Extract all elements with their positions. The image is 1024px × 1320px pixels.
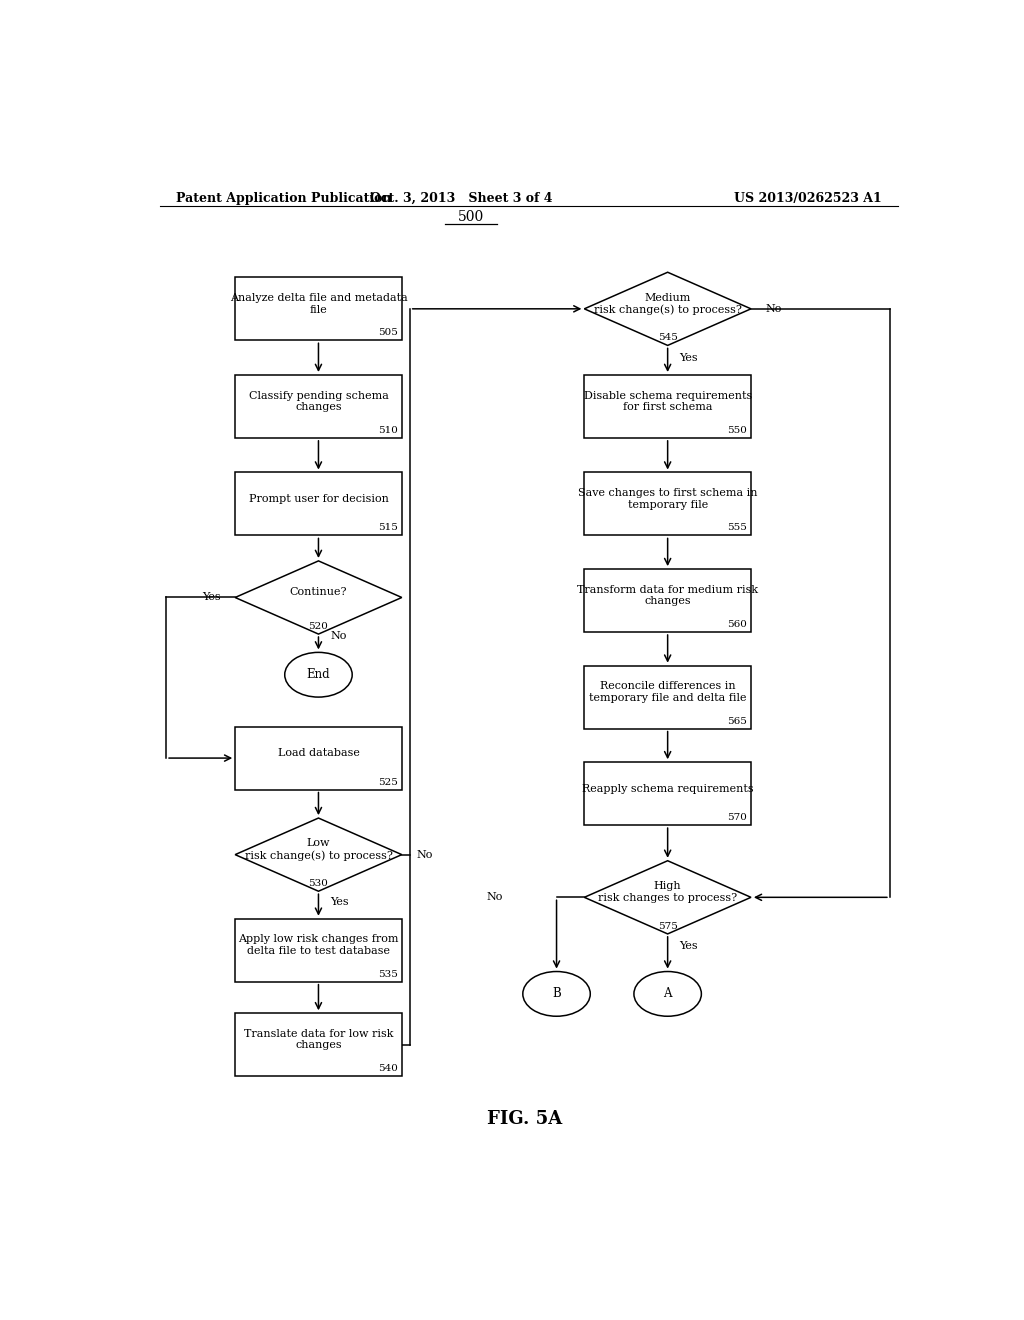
Text: 540: 540 — [378, 1064, 397, 1073]
Text: 555: 555 — [727, 524, 748, 532]
Text: Continue?: Continue? — [290, 587, 347, 598]
Text: 530: 530 — [308, 879, 329, 888]
FancyBboxPatch shape — [236, 919, 401, 982]
FancyBboxPatch shape — [236, 277, 401, 341]
Text: 565: 565 — [727, 717, 748, 726]
Text: End: End — [306, 668, 331, 681]
Text: 550: 550 — [727, 426, 748, 434]
Text: Disable schema requirements
for first schema: Disable schema requirements for first sc… — [584, 391, 752, 412]
Text: 515: 515 — [378, 524, 397, 532]
Text: Low
risk change(s) to process?: Low risk change(s) to process? — [245, 838, 392, 861]
Ellipse shape — [634, 972, 701, 1016]
FancyBboxPatch shape — [236, 726, 401, 789]
Text: 570: 570 — [727, 813, 748, 822]
Text: No: No — [765, 304, 781, 314]
Polygon shape — [236, 561, 401, 634]
Text: Reapply schema requirements: Reapply schema requirements — [582, 784, 754, 793]
Text: Apply low risk changes from
delta file to test database: Apply low risk changes from delta file t… — [239, 935, 398, 956]
Text: No: No — [331, 631, 347, 642]
Text: Save changes to first schema in
temporary file: Save changes to first schema in temporar… — [578, 488, 758, 510]
FancyBboxPatch shape — [585, 569, 751, 632]
Text: No: No — [486, 892, 503, 903]
Text: Reconcile differences in
temporary file and delta file: Reconcile differences in temporary file … — [589, 681, 746, 702]
Text: Patent Application Publication: Patent Application Publication — [176, 191, 391, 205]
Ellipse shape — [523, 972, 590, 1016]
Text: Medium
risk change(s) to process?: Medium risk change(s) to process? — [594, 293, 741, 315]
Text: Yes: Yes — [680, 352, 698, 363]
Text: 560: 560 — [727, 620, 748, 630]
Text: 510: 510 — [378, 426, 397, 434]
Text: Load database: Load database — [278, 748, 359, 758]
Text: US 2013/0262523 A1: US 2013/0262523 A1 — [734, 191, 882, 205]
FancyBboxPatch shape — [236, 375, 401, 438]
Text: 525: 525 — [378, 777, 397, 787]
Text: B: B — [552, 987, 561, 1001]
FancyBboxPatch shape — [585, 665, 751, 729]
Polygon shape — [236, 818, 401, 891]
Text: 520: 520 — [308, 622, 329, 631]
Text: Yes: Yes — [202, 593, 221, 602]
Text: Yes: Yes — [680, 941, 698, 952]
Text: Analyze delta file and metadata
file: Analyze delta file and metadata file — [229, 293, 408, 314]
Text: Transform data for medium risk
changes: Transform data for medium risk changes — [578, 585, 758, 606]
FancyBboxPatch shape — [585, 762, 751, 825]
Text: A: A — [664, 987, 672, 1001]
Text: FIG. 5A: FIG. 5A — [487, 1110, 562, 1127]
Text: Classify pending schema
changes: Classify pending schema changes — [249, 391, 388, 412]
Polygon shape — [585, 861, 751, 935]
FancyBboxPatch shape — [236, 1014, 401, 1076]
Text: 505: 505 — [378, 329, 397, 338]
FancyBboxPatch shape — [236, 473, 401, 536]
FancyBboxPatch shape — [585, 375, 751, 438]
FancyBboxPatch shape — [585, 473, 751, 536]
Text: Oct. 3, 2013   Sheet 3 of 4: Oct. 3, 2013 Sheet 3 of 4 — [370, 191, 553, 205]
Text: No: No — [416, 850, 432, 859]
Text: Translate data for low risk
changes: Translate data for low risk changes — [244, 1028, 393, 1051]
Text: 575: 575 — [657, 921, 678, 931]
Text: High
risk changes to process?: High risk changes to process? — [598, 882, 737, 903]
Text: 545: 545 — [657, 334, 678, 342]
Ellipse shape — [285, 652, 352, 697]
Polygon shape — [585, 272, 751, 346]
Text: 535: 535 — [378, 970, 397, 978]
Text: 500: 500 — [458, 210, 484, 224]
Text: Yes: Yes — [331, 898, 349, 907]
Text: Prompt user for decision: Prompt user for decision — [249, 494, 388, 504]
